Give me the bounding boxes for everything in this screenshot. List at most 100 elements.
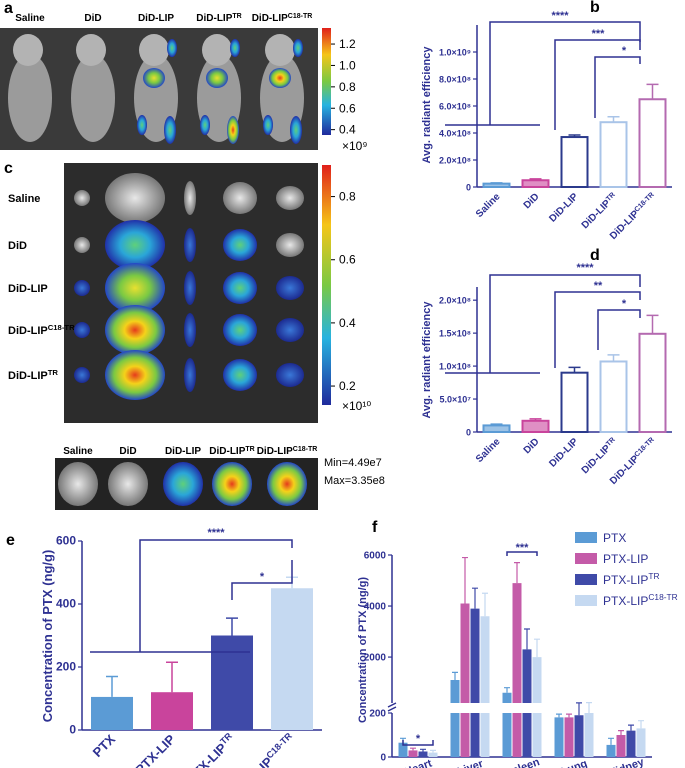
mouse-body: [71, 54, 115, 142]
organ: [105, 350, 165, 400]
image-label: Saline: [15, 13, 45, 24]
colorbar: [322, 28, 331, 135]
y-tick-label: 1.5×10⁸: [439, 329, 471, 339]
bar: [574, 715, 584, 757]
image-label-sup: C18-TR: [288, 13, 313, 20]
x-tick-label-sup: C18-TR: [633, 436, 655, 458]
x-tick-label-base: DiD-LIP: [608, 208, 642, 242]
panel-label: e: [6, 532, 15, 549]
column-label-sup: TR: [245, 446, 254, 453]
colorbar: [322, 165, 331, 405]
column-label: DiD-LIPTR: [209, 446, 254, 458]
colorbar-multiplier: ×10¹⁰: [342, 399, 371, 413]
organ: [223, 182, 257, 214]
error-bar: [576, 702, 582, 716]
y-tick-label: 0: [466, 428, 471, 438]
mouse-head: [139, 34, 169, 66]
mouse-head: [76, 34, 106, 66]
x-tick-label-base: DiD-LIP: [608, 453, 642, 487]
legend-label-sup: TR: [648, 571, 659, 581]
error-bar: [490, 423, 503, 426]
organ: [184, 271, 196, 305]
significance-bracket: [554, 291, 641, 368]
error-bar: [568, 134, 581, 138]
row-label-sup: TR: [48, 368, 59, 377]
organ: [184, 181, 196, 215]
signal: [200, 115, 210, 135]
row-label: DiD-LIPC18-TR: [8, 323, 75, 338]
legend-swatch: [575, 595, 597, 606]
brain: [267, 462, 307, 506]
bar: [512, 583, 522, 757]
error-bar: [529, 418, 542, 421]
signal: [137, 115, 147, 135]
y-axis-label: Avg. radiant efficiency: [421, 46, 433, 164]
organ: [276, 276, 304, 300]
significance-label: ***: [592, 28, 606, 40]
x-tick-label: DiD-LIPC18-TR: [608, 436, 659, 487]
x-tick-label-base: DiD-LIP: [580, 198, 614, 232]
error-bar: [566, 713, 572, 718]
legend-label-base: PTX-LIP: [603, 573, 648, 587]
error-bar: [607, 116, 620, 123]
bar: [638, 98, 667, 188]
error-bar: [607, 354, 620, 362]
colorbar-multiplier: ×10⁹: [342, 139, 368, 153]
signal: [290, 116, 302, 144]
error-bar: [410, 747, 416, 751]
row-label-base: DiD-LIP: [8, 283, 48, 295]
bar: [599, 360, 628, 433]
bar: [584, 713, 594, 757]
error-bar: [628, 724, 634, 731]
error-bar: [556, 713, 562, 718]
row-label-base: DiD-LIP: [8, 325, 48, 337]
organ: [276, 318, 304, 342]
bar: [428, 752, 438, 757]
organ: [223, 272, 257, 304]
organ: [184, 358, 196, 392]
bar: [560, 371, 589, 434]
significance-bracket: [231, 560, 293, 600]
legend-label-base: PTX-LIP: [603, 594, 648, 608]
significance-bracket: [597, 309, 641, 350]
x-tick-label-sup: C18-TR: [633, 191, 655, 213]
organ: [105, 173, 165, 223]
bar: [626, 730, 636, 757]
signal: [293, 39, 303, 57]
bar: [554, 717, 564, 757]
legend-swatch: [575, 532, 597, 543]
legend-swatch: [575, 553, 597, 564]
bar: [599, 121, 628, 188]
bar: [606, 744, 616, 757]
x-tick-label-base: DiD-LIP: [580, 443, 614, 477]
significance-label: ****: [207, 527, 225, 539]
significance-bracket: [402, 740, 434, 746]
bar: [560, 136, 589, 189]
y-tick-label: 6.0×10⁸: [439, 102, 471, 112]
x-tick-label-base: Saline: [474, 436, 503, 465]
signal: [143, 68, 165, 88]
x-tick-label-base: PTX-LIP: [132, 731, 178, 768]
x-tick-label: PTX-LIPC18-TR: [229, 731, 298, 768]
bar: [450, 680, 460, 757]
bar: [418, 751, 428, 757]
y-tick-label: 400: [56, 597, 76, 611]
x-tick-label-base: Heart: [403, 757, 434, 768]
organ: [223, 359, 257, 391]
error-bar: [226, 617, 238, 636]
error-bar: [472, 587, 478, 609]
significance-label: ***: [516, 542, 530, 554]
bar: [532, 657, 542, 757]
column-label: DiD-LIPC18-TR: [257, 446, 318, 458]
error-bar: [420, 748, 426, 752]
mouse-head: [202, 34, 232, 66]
error-bar: [166, 661, 178, 693]
organ: [74, 367, 90, 383]
row-label: DiD: [8, 240, 27, 252]
organ: [276, 233, 304, 257]
row-label: DiD-LIPTR: [8, 368, 58, 383]
bar: [408, 750, 418, 757]
y-tick-label: 2000: [364, 653, 387, 664]
y-axis-label: Avg. radiant efficiency: [421, 301, 433, 419]
